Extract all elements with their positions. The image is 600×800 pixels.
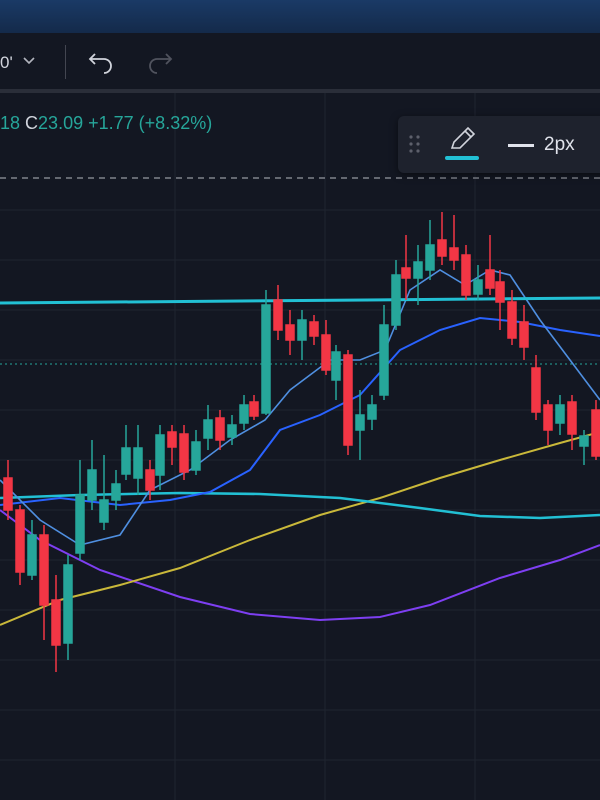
- candle: [15, 505, 25, 585]
- candle: [485, 235, 495, 295]
- candle: [413, 245, 423, 305]
- line-width-button[interactable]: 2px: [508, 130, 598, 160]
- legend-close-value: 23.09: [38, 113, 84, 133]
- price-chart-canvas[interactable]: [0, 93, 600, 800]
- candle: [355, 390, 365, 460]
- candle: [273, 285, 283, 340]
- candle: [39, 525, 49, 640]
- candle: [343, 350, 353, 455]
- candle: [87, 440, 97, 510]
- undo-icon[interactable]: [88, 50, 114, 74]
- moving-average-blue-mid: [0, 316, 600, 507]
- candle: [3, 460, 13, 520]
- candle: [99, 455, 109, 530]
- candle: [567, 395, 577, 450]
- candle: [227, 415, 237, 445]
- candle: [121, 425, 131, 480]
- candle: [591, 400, 600, 460]
- candle: [111, 470, 121, 510]
- interval-selector-label[interactable]: 0': [0, 53, 13, 72]
- candle: [437, 212, 447, 265]
- candle: [321, 320, 331, 375]
- window-title-bar: [0, 0, 600, 33]
- candle: [473, 265, 483, 300]
- candle: [285, 310, 295, 355]
- candle: [239, 395, 249, 430]
- candle: [449, 215, 459, 270]
- candle: [495, 270, 505, 330]
- candle: [155, 425, 165, 490]
- candle: [401, 235, 411, 300]
- candle: [145, 460, 155, 500]
- line-width-icon: [508, 144, 534, 147]
- candle: [367, 395, 377, 430]
- candle: [167, 425, 177, 465]
- candle: [331, 345, 341, 400]
- candle: [191, 430, 201, 475]
- chevron-down-icon[interactable]: [22, 53, 36, 67]
- line-width-label: 2px: [544, 134, 575, 155]
- candle: [519, 305, 529, 360]
- pencil-icon[interactable]: [444, 126, 478, 154]
- candle: [179, 425, 189, 480]
- candle: [425, 220, 435, 280]
- candle: [391, 260, 401, 330]
- candle: [507, 290, 517, 345]
- candle: [297, 310, 307, 360]
- candle: [531, 355, 541, 420]
- redo-icon[interactable]: [147, 50, 173, 74]
- candle: [579, 430, 589, 465]
- candle: [379, 305, 389, 400]
- floating-drawing-toolbar: 2px: [398, 116, 600, 173]
- moving-average-yellow: [0, 431, 600, 626]
- candle: [133, 425, 143, 495]
- drag-handle-icon[interactable]: [408, 134, 422, 154]
- candle: [75, 460, 85, 560]
- candle: [461, 245, 471, 300]
- candlesticks: [3, 212, 600, 672]
- ohlc-legend: 18 C23.09 +1.77 (+8.32%): [0, 113, 212, 134]
- candle: [249, 395, 259, 420]
- chart-grid: [0, 93, 600, 800]
- legend-prev-value: 18: [0, 113, 21, 133]
- candle: [63, 555, 73, 660]
- legend-close-label: C: [25, 113, 39, 133]
- candle: [27, 520, 37, 580]
- candle: [215, 410, 225, 450]
- candle: [261, 290, 271, 415]
- candle: [555, 395, 565, 435]
- candle: [309, 315, 319, 345]
- candle: [543, 400, 553, 445]
- chart-top-toolbar: 0': [0, 33, 600, 93]
- legend-change: +1.77: [88, 113, 134, 133]
- pencil-color-swatch[interactable]: [445, 156, 479, 160]
- candle: [203, 405, 213, 450]
- legend-change-pct: (+8.32%): [138, 113, 213, 133]
- candle: [51, 575, 61, 672]
- moving-average-purple: [0, 509, 600, 622]
- toolbar-separator: [65, 45, 66, 79]
